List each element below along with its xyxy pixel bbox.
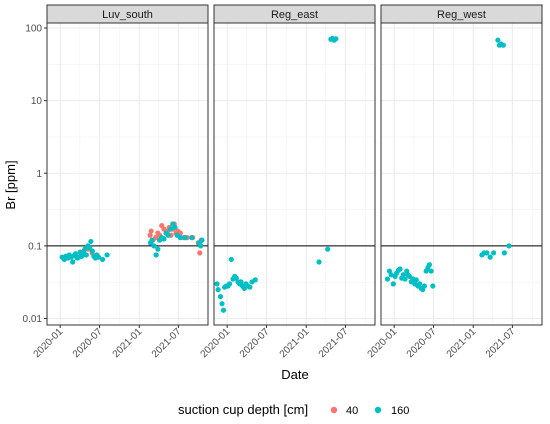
data-point-160 <box>104 252 110 258</box>
panel-reg-west: Reg_west <box>380 4 543 326</box>
x-tick-label: 2021-07 <box>484 326 518 360</box>
data-point-160 <box>238 279 244 285</box>
data-point-160 <box>83 252 89 258</box>
data-point-160 <box>165 232 171 238</box>
data-point-160 <box>495 37 501 43</box>
data-point-160 <box>189 235 195 241</box>
x-tick-label: 2020-07 <box>405 326 439 360</box>
y-tick-label: 0.01 <box>23 314 43 325</box>
data-point-160 <box>72 251 79 257</box>
data-point-160 <box>70 259 76 265</box>
plot-area <box>214 23 375 325</box>
panel-luv-south: Luv_south <box>46 4 209 326</box>
data-point-160 <box>390 281 396 287</box>
data-point-160 <box>95 254 102 260</box>
data-point-160 <box>177 235 183 241</box>
data-point-160 <box>400 272 406 278</box>
data-point-160 <box>198 243 204 249</box>
data-point-160 <box>199 237 205 243</box>
x-tick-label: 2020-01 <box>199 326 233 360</box>
facet-title: Reg_east <box>271 9 318 21</box>
data-point-160 <box>89 248 95 254</box>
data-point-160 <box>214 281 220 287</box>
x-tick-label: 2021-01 <box>111 326 145 360</box>
y-tick-label: 10 <box>31 96 43 107</box>
legend-label-40: 40 <box>346 405 358 417</box>
facet-title: Luv_south <box>102 9 153 21</box>
data-point-160 <box>421 283 428 289</box>
data-point-160 <box>384 276 391 282</box>
data-point-160 <box>215 287 221 293</box>
legend-label-160: 160 <box>391 405 409 417</box>
x-tick-label: 2020-01 <box>32 326 66 360</box>
data-point-160 <box>397 266 403 272</box>
data-point-160 <box>484 250 490 256</box>
data-point-160 <box>88 238 94 245</box>
data-point-160 <box>228 256 234 263</box>
facet-title: Reg_west <box>437 9 486 21</box>
data-point-160 <box>487 254 493 260</box>
data-point-160 <box>220 307 227 313</box>
x-tick-label: 2021-07 <box>150 326 184 360</box>
legend-title: suction cup depth [cm] <box>178 402 308 417</box>
panel-border <box>213 22 376 326</box>
data-point-40 <box>153 235 159 241</box>
data-point-160 <box>430 283 436 289</box>
x-axis: 2020-01 2020-07 2021-01 2021-07 2020-01 2020-… <box>32 325 518 360</box>
legend-key-160 <box>374 406 382 414</box>
x-tick-label: 2021-07 <box>317 326 351 360</box>
data-point-160 <box>219 301 225 307</box>
x-tick-label: 2020-01 <box>366 326 400 360</box>
data-point-160 <box>316 259 322 265</box>
data-point-160 <box>247 284 253 290</box>
data-point-160 <box>500 42 506 48</box>
data-point-160 <box>167 226 173 232</box>
data-point-160 <box>388 272 394 278</box>
x-tick-label: 2020-07 <box>238 326 272 360</box>
data-point-160 <box>426 262 433 268</box>
x-tick-label: 2021-01 <box>278 326 312 360</box>
data-point-160 <box>252 277 258 283</box>
data-point-160 <box>413 277 419 283</box>
y-axis-title: Br [ppm] <box>3 160 18 209</box>
data-point-160 <box>153 252 159 258</box>
data-point-160 <box>402 276 408 282</box>
data-point-160 <box>86 244 92 251</box>
data-point-160 <box>217 294 224 300</box>
data-point-160 <box>501 250 507 256</box>
legend-key-40 <box>330 406 338 414</box>
data-point-160 <box>82 246 88 252</box>
panels-layer: Luv_south Reg_east Reg_west <box>46 4 543 326</box>
data-point-160 <box>325 246 331 252</box>
data-point-160 <box>155 246 161 252</box>
y-tick-label: 1 <box>36 169 42 180</box>
panel-border <box>46 22 209 326</box>
data-point-40 <box>148 228 154 234</box>
data-point-160 <box>226 281 233 287</box>
panel-border <box>380 22 543 326</box>
data-point-160 <box>333 36 339 42</box>
data-point-160 <box>99 256 106 263</box>
data-point-160 <box>172 224 178 230</box>
data-point-160 <box>161 236 167 242</box>
x-axis-title: Date <box>281 367 308 382</box>
y-tick-label: 0.1 <box>28 241 42 252</box>
data-point-160 <box>428 268 434 274</box>
legend: suction cup depth [cm] 40 160 <box>178 402 409 417</box>
x-tick-label: 2020-07 <box>71 326 105 360</box>
y-axis: 0.01 0.1 1 10 100 <box>23 24 47 325</box>
y-tick-label: 100 <box>25 24 42 35</box>
data-point-160 <box>490 250 497 256</box>
data-point-40 <box>197 250 203 256</box>
data-point-40 <box>147 232 153 238</box>
data-point-160 <box>417 281 423 287</box>
data-point-160 <box>149 237 155 243</box>
data-point-160 <box>151 243 157 249</box>
x-tick-label: 2021-01 <box>445 326 479 360</box>
panel-reg-east: Reg_east <box>213 4 376 326</box>
data-point-160 <box>182 235 188 241</box>
data-point-160 <box>506 243 512 249</box>
plot-area <box>47 23 208 325</box>
